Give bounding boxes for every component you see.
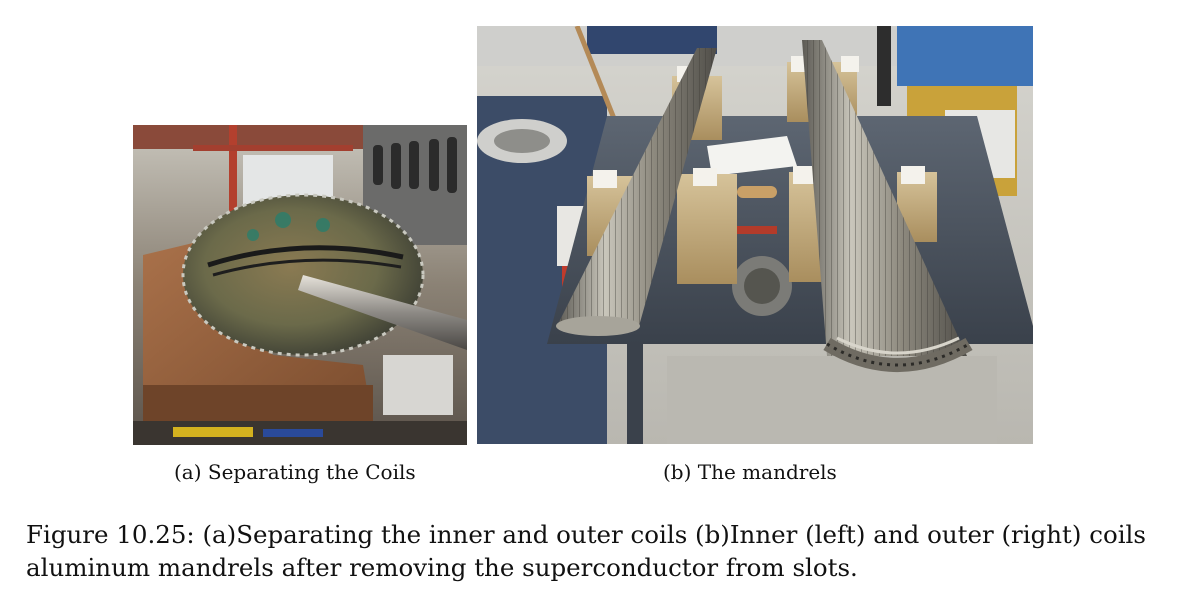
photo-b-graphic [477, 26, 1033, 444]
figure-caption: Figure 10.25: (a)Separating the inner an… [26, 518, 1176, 584]
subfigure-caption-a: (a) Separating the Coils [174, 460, 416, 484]
photo-separating-coils [133, 125, 467, 445]
photo-aluminum-mandrels [477, 26, 1033, 444]
subfigure-caption-b: (b) The mandrels [663, 460, 837, 484]
photo-a-graphic [133, 125, 467, 445]
figure-caption-line-2: aluminum mandrels after removing the sup… [26, 553, 858, 582]
figure-caption-line-1: Figure 10.25: (a)Separating the inner an… [26, 520, 1146, 549]
